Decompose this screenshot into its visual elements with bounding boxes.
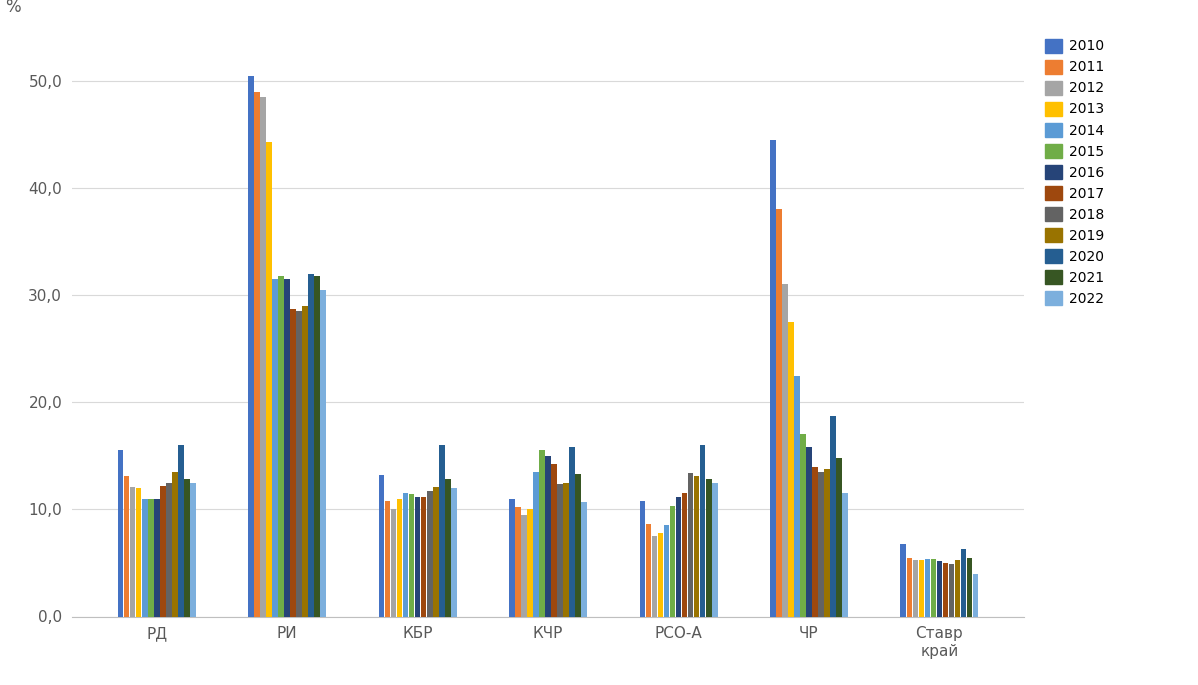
Bar bbox=[302, 306, 308, 616]
Bar bbox=[308, 274, 314, 616]
Bar bbox=[806, 447, 812, 616]
Bar bbox=[403, 493, 409, 616]
Bar bbox=[652, 536, 658, 616]
Bar bbox=[712, 483, 718, 616]
Bar bbox=[551, 464, 557, 616]
Bar bbox=[533, 472, 539, 616]
Bar bbox=[141, 499, 147, 616]
Bar bbox=[379, 475, 385, 616]
Bar bbox=[438, 445, 444, 616]
Text: %: % bbox=[5, 0, 20, 16]
Bar bbox=[676, 497, 682, 616]
Bar bbox=[296, 311, 302, 616]
Bar bbox=[521, 514, 527, 616]
Bar bbox=[961, 549, 967, 616]
Bar bbox=[190, 483, 195, 616]
Bar bbox=[688, 473, 694, 616]
Bar bbox=[179, 445, 183, 616]
Bar bbox=[527, 510, 533, 616]
Bar bbox=[278, 276, 284, 616]
Bar bbox=[640, 501, 646, 616]
Bar bbox=[444, 479, 450, 616]
Bar bbox=[646, 525, 652, 616]
Bar bbox=[575, 474, 581, 616]
Bar bbox=[967, 558, 973, 616]
Bar bbox=[670, 506, 676, 616]
Bar bbox=[700, 445, 706, 616]
Bar bbox=[539, 451, 545, 616]
Bar bbox=[812, 466, 818, 616]
Bar bbox=[925, 559, 931, 616]
Bar bbox=[581, 502, 587, 616]
Bar bbox=[184, 479, 189, 616]
Bar bbox=[937, 561, 943, 616]
Bar bbox=[254, 92, 260, 616]
Bar bbox=[515, 508, 521, 616]
Bar bbox=[123, 476, 129, 616]
Bar bbox=[426, 491, 432, 616]
Legend: 2010, 2011, 2012, 2013, 2014, 2015, 2016, 2017, 2018, 2019, 2020, 2021, 2022: 2010, 2011, 2012, 2013, 2014, 2015, 2016… bbox=[1041, 34, 1108, 310]
Bar bbox=[260, 97, 266, 616]
Bar bbox=[706, 479, 712, 616]
Bar bbox=[901, 544, 906, 616]
Bar bbox=[314, 276, 320, 616]
Bar bbox=[919, 560, 925, 616]
Bar bbox=[842, 493, 848, 616]
Bar bbox=[135, 488, 141, 616]
Bar bbox=[776, 210, 782, 616]
Bar bbox=[658, 533, 664, 616]
Bar bbox=[664, 525, 670, 616]
Bar bbox=[165, 483, 171, 616]
Bar bbox=[973, 573, 979, 617]
Bar bbox=[171, 472, 177, 616]
Bar bbox=[694, 476, 700, 616]
Bar bbox=[391, 510, 397, 616]
Bar bbox=[770, 140, 776, 616]
Bar bbox=[824, 469, 830, 616]
Bar bbox=[129, 487, 135, 616]
Bar bbox=[420, 497, 426, 616]
Bar bbox=[931, 559, 937, 616]
Bar bbox=[320, 290, 326, 616]
Bar bbox=[949, 564, 955, 616]
Bar bbox=[450, 488, 456, 616]
Bar bbox=[159, 486, 165, 616]
Bar bbox=[432, 487, 438, 616]
Bar bbox=[794, 375, 800, 616]
Bar bbox=[569, 447, 575, 616]
Bar bbox=[385, 501, 391, 616]
Bar bbox=[147, 499, 153, 616]
Bar bbox=[913, 560, 918, 616]
Bar bbox=[509, 499, 515, 616]
Bar bbox=[800, 434, 806, 616]
Bar bbox=[415, 497, 420, 616]
Bar bbox=[682, 493, 688, 616]
Bar bbox=[248, 75, 254, 616]
Bar bbox=[955, 560, 961, 616]
Bar bbox=[818, 472, 824, 616]
Bar bbox=[153, 499, 159, 616]
Bar bbox=[117, 451, 123, 616]
Bar bbox=[830, 416, 836, 616]
Bar bbox=[836, 458, 842, 616]
Bar bbox=[788, 322, 794, 616]
Bar bbox=[782, 284, 788, 616]
Bar bbox=[397, 499, 403, 616]
Bar bbox=[266, 142, 272, 616]
Bar bbox=[284, 279, 290, 616]
Bar bbox=[290, 309, 296, 616]
Bar bbox=[563, 483, 569, 616]
Bar bbox=[545, 456, 551, 616]
Bar bbox=[557, 484, 563, 616]
Bar bbox=[409, 495, 415, 616]
Bar bbox=[907, 558, 912, 616]
Bar bbox=[272, 279, 278, 616]
Bar bbox=[943, 563, 949, 616]
